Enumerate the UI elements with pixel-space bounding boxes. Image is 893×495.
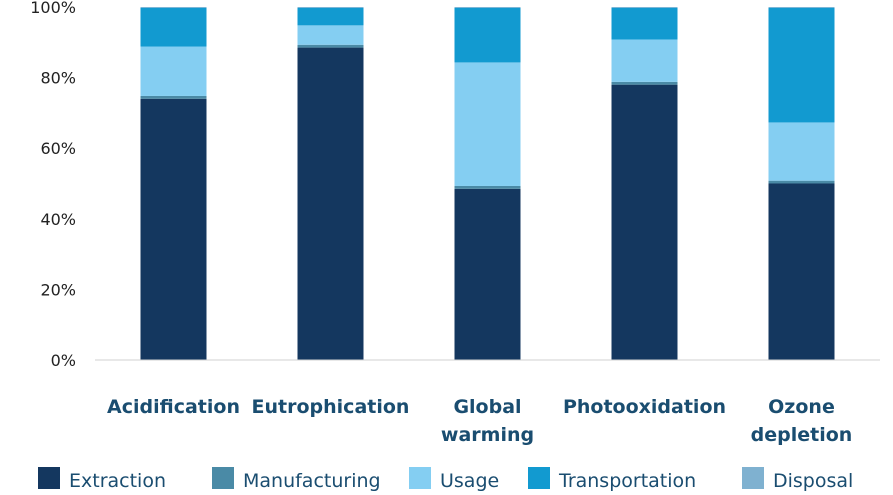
category-label: Eutrophication: [252, 396, 410, 418]
y-tick-label: 40%: [40, 210, 76, 229]
category-label: Global warming: [441, 396, 534, 446]
bar-segment-global-warming-usage: [454, 62, 521, 186]
legend-label-extraction: Extraction: [69, 470, 166, 492]
category-label: Ozone depletion: [751, 396, 853, 446]
legend-swatch-transportation: [528, 467, 550, 489]
legend-swatch-manufacturing: [212, 467, 234, 489]
bar-segment-acidification-transportation: [140, 7, 207, 47]
bar-segment-photooxidation-usage: [611, 39, 678, 82]
bar-segment-eutrophication-manufacturing: [297, 44, 364, 48]
bar-segment-acidification-disposal: [140, 7, 207, 8]
bar-segment-photooxidation-transportation: [611, 7, 678, 40]
legend-label-usage: Usage: [440, 470, 499, 492]
legend: Extraction Manufacturing Usage Transportati…: [38, 467, 853, 492]
bar-segment-ozone-depletion-transportation: [768, 7, 835, 123]
category-label: Acidification: [107, 396, 240, 418]
y-tick-label: 80%: [40, 69, 76, 88]
legend-label-transportation: Transportation: [558, 470, 696, 492]
bar-segment-global-warming-transportation: [454, 7, 521, 63]
bar-segment-photooxidation-manufacturing: [611, 81, 678, 85]
bar-segment-acidification-extraction: [140, 98, 207, 360]
bar-segment-eutrophication-transportation: [297, 7, 364, 26]
bar-segment-ozone-depletion-extraction: [768, 183, 835, 360]
legend-label-manufacturing: Manufacturing: [243, 470, 381, 492]
y-tick-labels: 0% 20% 40% 60% 80% 100%: [30, 0, 76, 370]
bar-segment-global-warming-extraction: [454, 188, 521, 360]
category-label: Photooxidation: [563, 396, 726, 418]
legend-swatch-usage: [409, 467, 431, 489]
legend-swatch-extraction: [38, 467, 60, 489]
bar-segment-global-warming-disposal: [454, 7, 521, 8]
legend-label-disposal: Disposal: [773, 470, 853, 492]
bar-segment-acidification-manufacturing: [140, 95, 207, 99]
bar-segment-ozone-depletion-manufacturing: [768, 180, 835, 184]
bar-segment-acidification-usage: [140, 46, 207, 96]
y-tick-label: 100%: [30, 0, 76, 17]
y-tick-label: 0%: [51, 351, 76, 370]
bar-segment-global-warming-manufacturing: [454, 185, 521, 189]
bar-segment-eutrophication-extraction: [297, 47, 364, 361]
y-tick-label: 60%: [40, 139, 76, 158]
bar-segment-ozone-depletion-disposal: [768, 7, 835, 8]
bar-segment-photooxidation-disposal: [611, 7, 678, 8]
bar-segment-ozone-depletion-usage: [768, 122, 835, 181]
bar-segment-eutrophication-disposal: [297, 7, 364, 8]
bars-group: [140, 7, 835, 361]
category-labels: Acidification Eutrophication Global warming…: [107, 396, 852, 446]
legend-swatch-disposal: [742, 467, 764, 489]
bar-segment-eutrophication-usage: [297, 25, 364, 45]
bar-segment-photooxidation-extraction: [611, 84, 678, 360]
y-tick-label: 20%: [40, 280, 76, 299]
